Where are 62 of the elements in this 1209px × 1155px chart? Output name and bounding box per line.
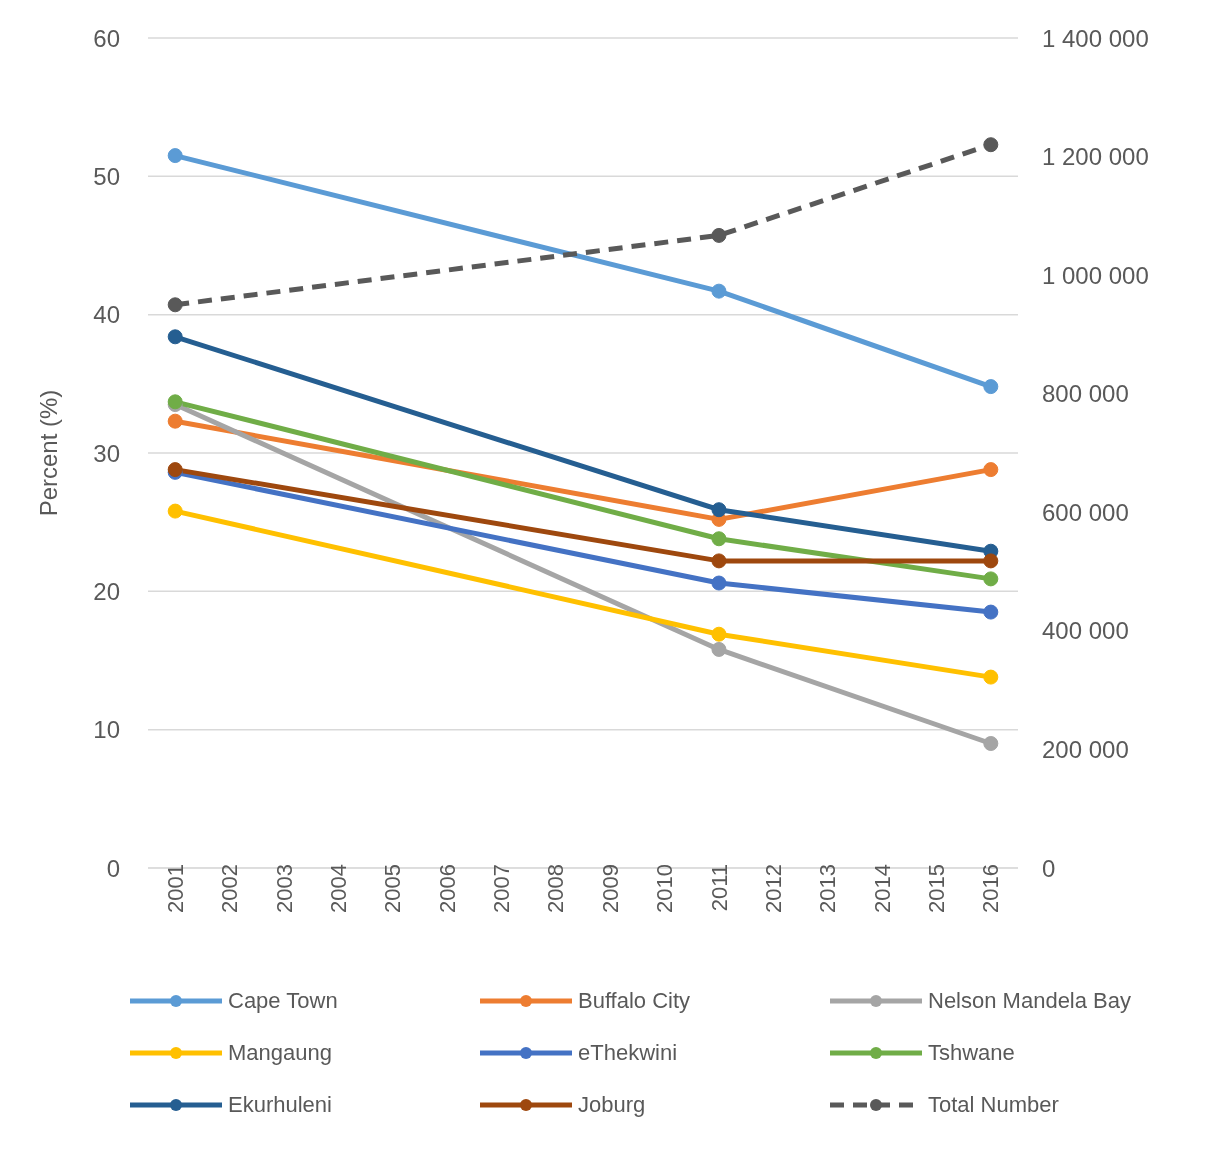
- x-tick-label: 2002: [217, 864, 243, 913]
- point: [711, 502, 727, 518]
- x-tick-label: 2008: [543, 864, 569, 913]
- point: [167, 297, 183, 313]
- point: [983, 604, 999, 620]
- point: [167, 503, 183, 519]
- y2-tick-label: 0: [1042, 854, 1056, 882]
- y-tick-label: 50: [93, 162, 120, 190]
- point: [983, 571, 999, 587]
- point: [167, 148, 183, 164]
- y2-tick-label: 1 200 000: [1042, 143, 1149, 171]
- x-tick-label: 2011: [706, 864, 732, 912]
- point: [983, 669, 999, 685]
- point: [167, 329, 183, 345]
- x-tick-label: 2012: [760, 864, 786, 913]
- y2-tick-label: 600 000: [1042, 498, 1129, 526]
- x-tick-label: 2007: [489, 864, 515, 913]
- x-tick-label: 2016: [978, 864, 1004, 913]
- x-tick-label: 2014: [869, 864, 895, 913]
- x-tick-label: 2004: [325, 864, 351, 913]
- point: [983, 553, 999, 569]
- point: [711, 227, 727, 243]
- x-tick-label: 2015: [924, 864, 950, 913]
- legend-label: Nelson Mandela Bay: [928, 988, 1132, 1014]
- x-tick-label: 2010: [652, 864, 678, 913]
- y-tick-label: 60: [93, 24, 120, 52]
- y-tick-label: 30: [93, 439, 120, 467]
- point: [711, 626, 727, 642]
- legend-label: Total Number: [928, 1092, 1059, 1118]
- x-tick-label: 2006: [434, 864, 460, 913]
- y-tick-label: 0: [106, 854, 120, 882]
- legend-label: Tshwane: [928, 1040, 1015, 1066]
- legend-label: Buffalo City: [578, 988, 691, 1014]
- point: [983, 462, 999, 478]
- point: [983, 379, 999, 395]
- legend-label: Cape Town: [228, 988, 338, 1014]
- y2-tick-label: 400 000: [1042, 617, 1129, 645]
- point: [711, 575, 727, 591]
- x-tick-label: 2009: [597, 864, 623, 913]
- point: [983, 736, 999, 751]
- point: [711, 531, 727, 547]
- x-tick-label: 2005: [380, 864, 406, 913]
- y2-tick-label: 1 400 000: [1042, 24, 1149, 52]
- point: [167, 413, 183, 429]
- y-axis-title: Percent (%): [34, 389, 62, 517]
- y-tick-label: 10: [93, 716, 120, 744]
- y2-tick-label: 1 000 000: [1042, 261, 1149, 289]
- x-tick-label: 2003: [271, 864, 297, 913]
- legend-label: eThekwini: [578, 1040, 678, 1066]
- x-tick-label: 2013: [815, 864, 841, 913]
- y-tick-label: 40: [93, 301, 120, 329]
- legend-label: Ekurhuleni: [228, 1092, 332, 1118]
- y-tick-label: 20: [93, 577, 120, 605]
- legend-label: Joburg: [578, 1092, 646, 1118]
- legend-label: Mangaung: [228, 1040, 332, 1066]
- point: [711, 641, 727, 657]
- point: [711, 283, 727, 299]
- y2-tick-label: 200 000: [1042, 735, 1129, 763]
- x-tick-label: 2001: [162, 864, 188, 913]
- point: [711, 553, 727, 569]
- y2-tick-label: 800 000: [1042, 380, 1129, 408]
- point: [983, 137, 999, 153]
